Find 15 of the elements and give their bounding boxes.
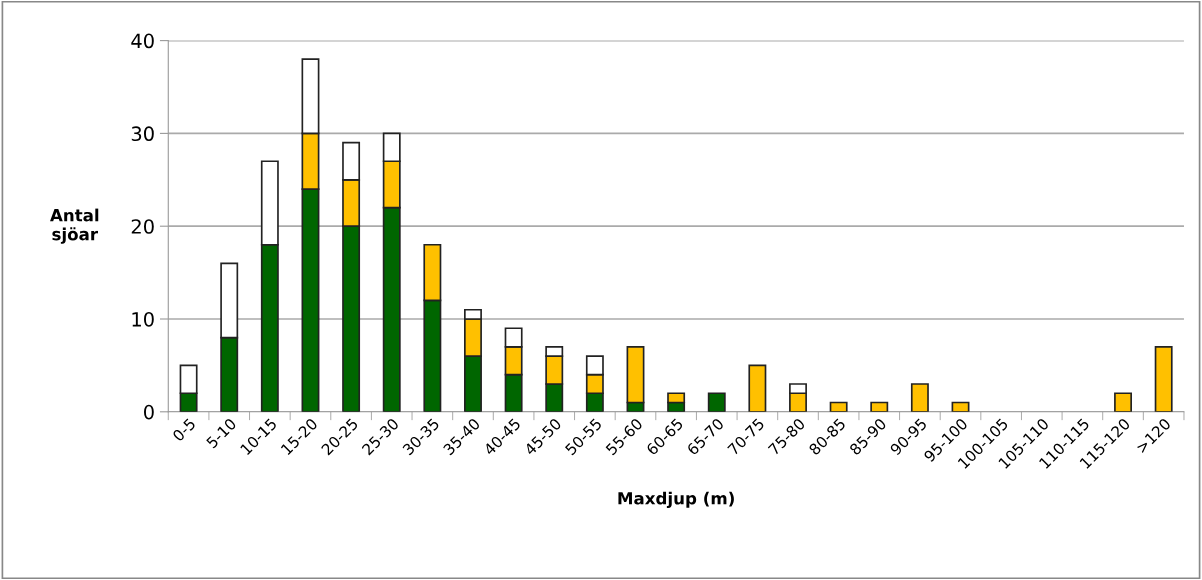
bar [1154,346,1173,412]
bar [748,364,767,412]
y-tick-label: 40 [131,33,154,49]
bar [1114,392,1132,412]
bar [870,401,889,412]
x-axis-title: Maxdjup (m) [618,491,734,508]
y-tick-label: 10 [132,311,154,327]
y-axis-title: Antal sjöar [50,208,99,244]
bar [910,383,929,412]
y-tick-label: 30 [131,126,154,142]
bar [707,392,726,412]
x-tick-label: 0-5 [171,417,197,442]
y-tick-label: 0 [144,404,154,420]
y-tick-label: 20 [131,219,154,234]
bar [829,401,848,412]
